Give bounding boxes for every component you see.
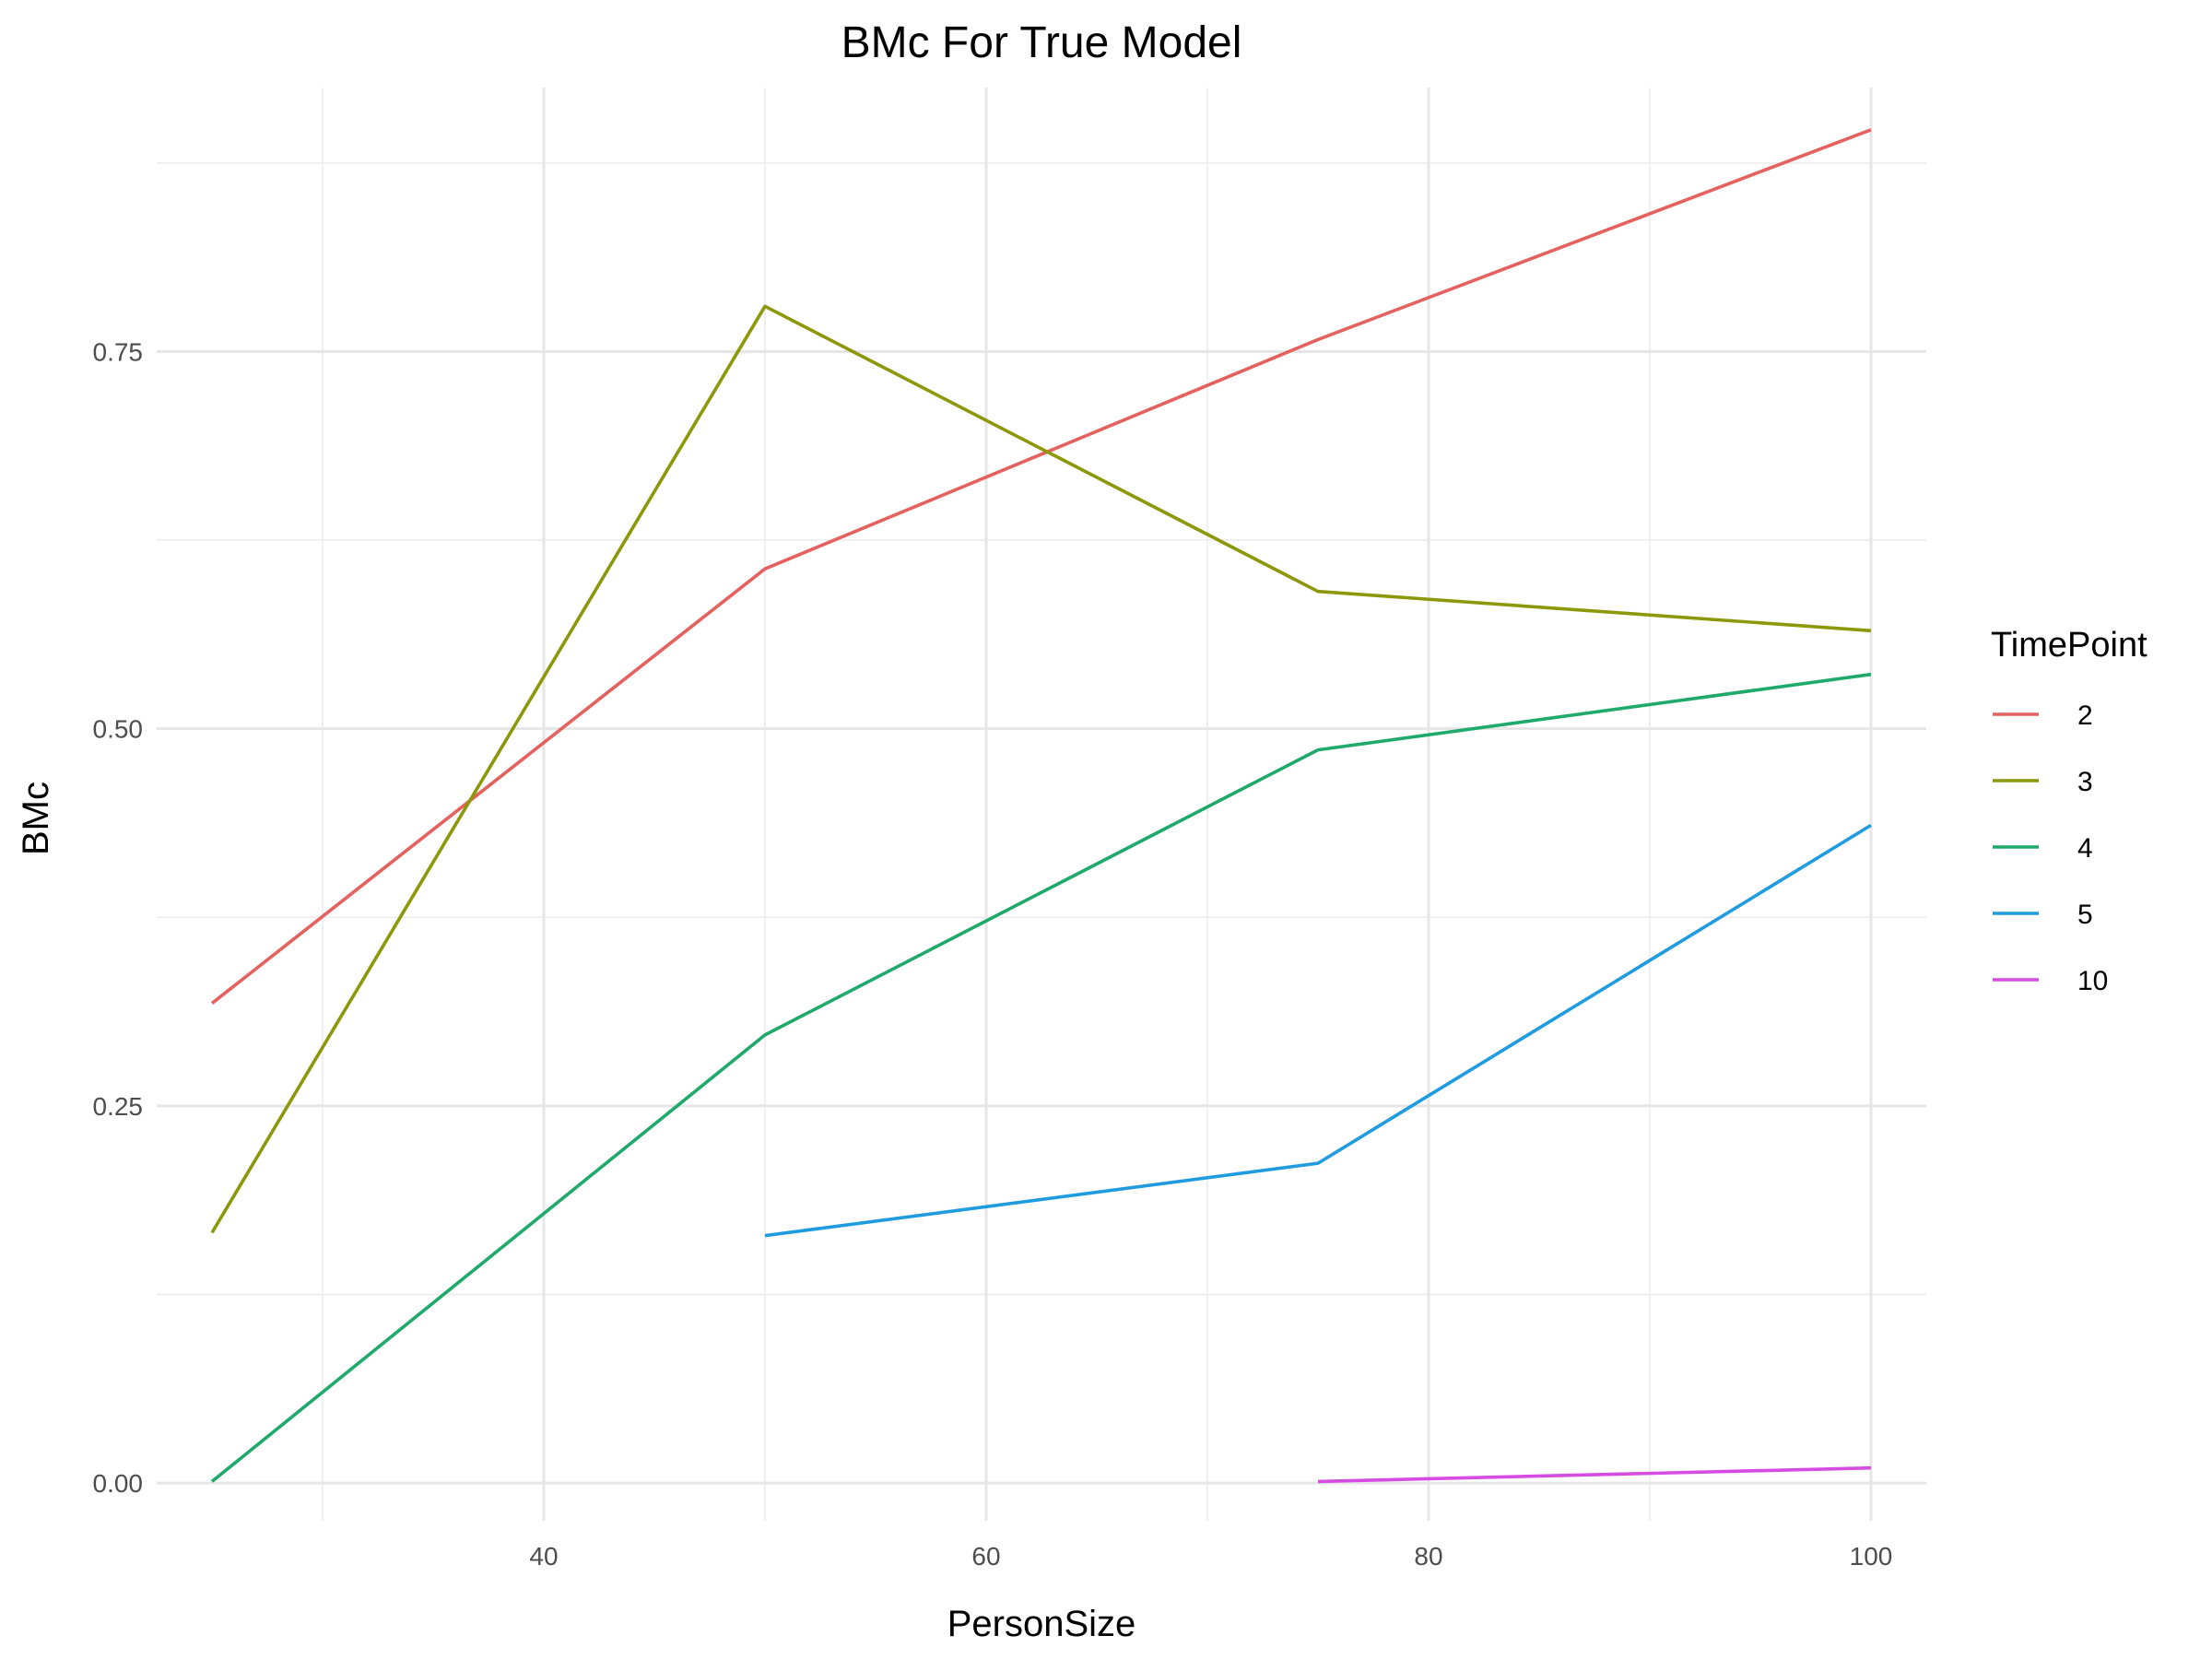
legend-label-2: 2 (2077, 700, 2093, 731)
x-tick-label: 40 (529, 1542, 558, 1571)
x-tick-label: 100 (1850, 1542, 1893, 1571)
x-axis-ticks: 40 60 80 100 (529, 1542, 1892, 1571)
series-line-3 (210, 304, 1872, 1234)
x-tick-label: 60 (971, 1542, 1000, 1571)
minor-gridlines (157, 88, 1926, 1521)
series-line-10 (1317, 1465, 1872, 1484)
legend-title: TimePoint (1991, 626, 2147, 665)
y-tick-label: 0.25 (93, 1092, 144, 1121)
series-line-2 (210, 128, 1872, 1006)
legend: TimePoint 2 3 4 5 10 (1991, 626, 2147, 996)
series-line-5 (764, 823, 1872, 1238)
series-lines (210, 128, 1872, 1484)
x-axis-title: PersonSize (947, 1604, 1136, 1644)
series-line-4 (210, 672, 1872, 1483)
legend-label-4: 4 (2077, 833, 2093, 864)
chart-title: BMc For True Model (841, 18, 1242, 67)
y-tick-label: 0.00 (93, 1469, 144, 1498)
y-axis-title: BMc (16, 782, 56, 855)
legend-label-5: 5 (2077, 900, 2093, 930)
legend-label-10: 10 (2077, 966, 2108, 996)
legend-items: 2 3 4 5 10 (1993, 700, 2108, 996)
y-tick-label: 0.50 (93, 715, 144, 744)
y-axis-ticks: 0.00 0.25 0.50 0.75 (93, 337, 144, 1498)
legend-label-3: 3 (2077, 767, 2093, 797)
x-tick-label: 80 (1414, 1542, 1442, 1571)
y-tick-label: 0.75 (93, 337, 144, 366)
major-gridlines (157, 88, 1926, 1521)
